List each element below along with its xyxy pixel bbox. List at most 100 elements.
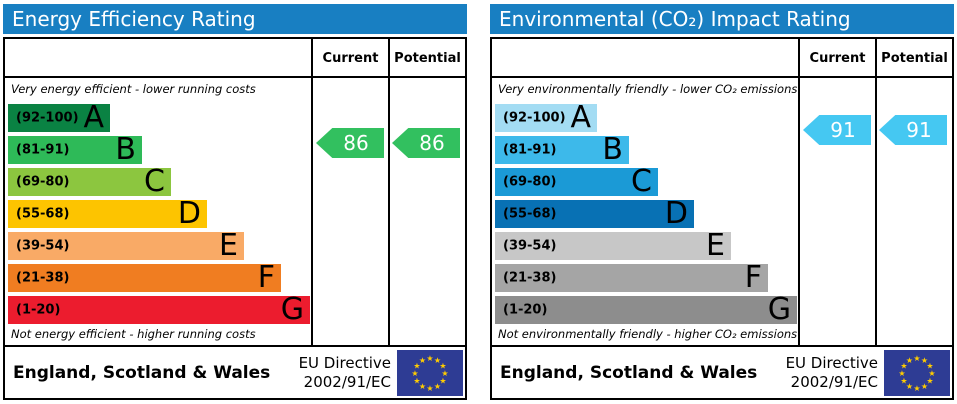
svg-text:★: ★ <box>898 369 905 378</box>
svg-text:★: ★ <box>906 356 913 365</box>
energy-efficiency-panel: Energy Efficiency Rating Current Potenti… <box>3 0 467 404</box>
svg-text:★: ★ <box>913 384 920 393</box>
top-note: Very environmentally friendly - lower CO… <box>498 82 798 96</box>
panel-title: Environmental (CO₂) Impact Rating <box>490 4 954 34</box>
band-letter: F <box>257 260 275 295</box>
svg-text:★: ★ <box>439 361 446 370</box>
band-range-label: (21-38) <box>503 270 557 286</box>
eu-directive-label: EU Directive 2002/91/EC <box>299 354 391 392</box>
band-row-e: (39-54) E <box>495 228 731 263</box>
bottom-note: Not energy efficient - higher running co… <box>11 327 256 341</box>
svg-text:★: ★ <box>906 382 913 391</box>
band-row-d: (55-68) D <box>8 196 207 231</box>
svg-text:★: ★ <box>413 376 420 385</box>
band-row-d: (55-68) D <box>495 196 694 231</box>
potential-rating-arrow: 91 <box>879 115 947 145</box>
current-rating-value: 86 <box>343 131 369 155</box>
footer-row: England, Scotland & Wales EU Directive 2… <box>5 345 465 398</box>
footer-region-label: England, Scotland & Wales <box>500 362 758 383</box>
band-letter: A <box>570 100 591 135</box>
eu-directive-line1: EU Directive <box>785 353 878 372</box>
band-range-label: (21-38) <box>16 270 70 286</box>
current-rating-value: 91 <box>830 118 856 142</box>
band-letter: D <box>177 196 201 231</box>
band-letter: G <box>280 292 304 327</box>
svg-text:★: ★ <box>900 376 907 385</box>
band-row-e: (39-54) E <box>8 228 244 263</box>
column-divider <box>311 39 313 345</box>
svg-text:★: ★ <box>900 361 907 370</box>
footer-region-label: England, Scotland & Wales <box>13 362 271 383</box>
eu-directive-line2: 2002/91/EC <box>790 372 878 391</box>
band-row-a: (92-100) A <box>8 100 110 135</box>
eu-directive-line2: 2002/91/EC <box>303 372 391 391</box>
band-range-label: (55-68) <box>503 206 557 222</box>
band-range-label: (92-100) <box>16 110 79 126</box>
band-range-label: (1-20) <box>16 302 61 318</box>
svg-text:★: ★ <box>439 376 446 385</box>
svg-text:★: ★ <box>434 356 441 365</box>
column-header-row <box>5 39 465 78</box>
panel-title: Energy Efficiency Rating <box>3 4 467 34</box>
band-range-label: (92-100) <box>503 110 566 126</box>
top-note: Very energy efficient - lower running co… <box>11 82 256 96</box>
svg-text:★: ★ <box>413 361 420 370</box>
band-letter: D <box>664 196 688 231</box>
band-letter: B <box>115 132 136 167</box>
band-range-label: (39-54) <box>16 238 70 254</box>
svg-text:★: ★ <box>921 382 928 391</box>
band-range-label: (55-68) <box>16 206 70 222</box>
co2-impact-panel: Environmental (CO₂) Impact Rating Curren… <box>490 0 954 404</box>
band-row-b: (81-91) B <box>495 135 629 165</box>
band-range-label: (69-80) <box>16 174 70 190</box>
current-column-header: Current <box>322 51 379 66</box>
potential-rating-arrow: 86 <box>392 128 460 158</box>
column-divider <box>798 39 800 345</box>
band-letter: A <box>83 100 104 135</box>
band-range-label: (81-91) <box>503 142 557 158</box>
svg-text:★: ★ <box>419 382 426 391</box>
band-letter: F <box>744 260 762 295</box>
eu-flag-icon: ★ ★★ ★★★ ★★★ ★★★ <box>884 349 950 396</box>
eu-directive-line1: EU Directive <box>298 353 391 372</box>
svg-text:★: ★ <box>921 356 928 365</box>
band-row-c: (69-80) C <box>8 167 171 197</box>
band-letter: C <box>631 164 652 199</box>
current-rating-arrow: 91 <box>803 115 871 145</box>
potential-rating-value: 86 <box>419 131 445 155</box>
band-range-label: (81-91) <box>16 142 70 158</box>
potential-column-header: Potential <box>881 51 948 66</box>
svg-text:★: ★ <box>441 369 448 378</box>
column-header-row <box>492 39 952 78</box>
bottom-note: Not environmentally friendly - higher CO… <box>498 327 798 341</box>
svg-text:★: ★ <box>926 361 933 370</box>
svg-text:★: ★ <box>426 354 433 363</box>
column-divider <box>875 39 877 345</box>
band-range-label: (1-20) <box>503 302 548 318</box>
svg-text:★: ★ <box>426 384 433 393</box>
svg-text:★: ★ <box>411 369 418 378</box>
column-divider <box>388 39 390 345</box>
eu-directive-label: EU Directive 2002/91/EC <box>786 354 878 392</box>
band-letter: E <box>219 228 238 263</box>
band-range-label: (39-54) <box>503 238 557 254</box>
svg-text:★: ★ <box>434 382 441 391</box>
band-range-label: (69-80) <box>503 174 557 190</box>
energy-efficiency-chart: Current Potential Very energy efficient … <box>3 37 467 400</box>
potential-column-header: Potential <box>394 51 461 66</box>
svg-text:★: ★ <box>913 354 920 363</box>
band-row-b: (81-91) B <box>8 132 142 167</box>
current-rating-arrow: 86 <box>316 128 384 158</box>
band-row-a: (92-100) A <box>495 100 597 135</box>
footer-row: England, Scotland & Wales EU Directive 2… <box>492 345 952 398</box>
current-column-header: Current <box>809 51 866 66</box>
potential-rating-value: 91 <box>906 118 932 142</box>
svg-text:★: ★ <box>419 356 426 365</box>
svg-text:★: ★ <box>928 369 935 378</box>
band-letter: E <box>706 228 725 263</box>
eu-flag-icon: ★ ★★ ★★★ ★★★ ★★★ <box>397 349 463 396</box>
band-row-f: (21-38) F <box>8 260 281 295</box>
band-row-c: (69-80) C <box>495 164 658 199</box>
co2-impact-chart: Current Potential Very environmentally f… <box>490 37 954 400</box>
